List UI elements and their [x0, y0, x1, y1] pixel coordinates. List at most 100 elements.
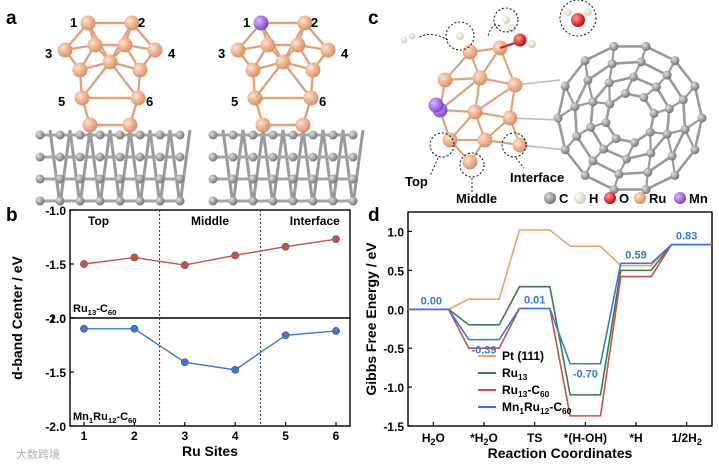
carbon-atom [636, 57, 646, 67]
manganese-atom [253, 15, 269, 31]
data-point [231, 365, 240, 374]
ruthenium-atom [80, 15, 96, 31]
series-line-Ru13 [408, 243, 712, 396]
y-tick-label: 0.5 [387, 264, 404, 278]
motion-arrow [487, 24, 501, 37]
carbon-atom [55, 152, 65, 162]
carbon-atom [308, 152, 318, 162]
carbon-atom [75, 174, 85, 184]
site-number-label: 2 [311, 15, 318, 30]
series-line-Ru13-C60 [408, 243, 712, 417]
site-number-label: 5 [231, 94, 238, 109]
bond [514, 79, 561, 86]
bond [673, 59, 696, 87]
carbon-atom [572, 131, 582, 141]
x-tick-label: 6 [333, 429, 340, 443]
carbon-atom [614, 169, 624, 179]
highlight-circle [459, 152, 485, 178]
bond [673, 149, 696, 177]
y-tick-label: -1.0 [45, 312, 66, 326]
site-number-label: 6 [146, 94, 153, 109]
bond [168, 129, 182, 206]
panel-label-b: b [6, 205, 18, 226]
bond [291, 129, 305, 206]
legend-swatch-ru [634, 192, 646, 204]
bond [509, 117, 561, 121]
carbon-atom [95, 174, 105, 184]
carbon-atom [115, 130, 125, 140]
energy-annotation: -0.39 [471, 345, 496, 357]
x-tick-label: 4 [232, 429, 239, 443]
bond [587, 62, 613, 82]
carbon-atom [667, 151, 677, 161]
ruthenium-atom [477, 132, 493, 148]
carbon-atom [609, 185, 619, 195]
carbon-atom [690, 145, 700, 155]
carbon-atom [248, 196, 258, 206]
carbon-atom [248, 174, 258, 184]
site-number-label: 6 [319, 94, 326, 109]
bond [575, 135, 594, 162]
carbon-atom [268, 196, 278, 206]
data-point [180, 358, 189, 367]
ruthenium-atom [472, 70, 488, 86]
carbon-atom [268, 174, 278, 184]
carbon-atom [248, 152, 258, 162]
carbon-atom [208, 152, 218, 162]
carbon-atom [35, 152, 45, 162]
carbon-atom [609, 41, 619, 51]
bond [138, 129, 152, 206]
bond [88, 129, 102, 206]
ruthenium-atom [247, 90, 263, 106]
highlight-circle [559, 0, 597, 37]
carbon-atom [611, 134, 621, 144]
carbon-atom [55, 196, 65, 206]
carbon-atom [75, 196, 85, 206]
bond [251, 129, 265, 206]
carbon-atom [622, 154, 632, 164]
carbon-atom [208, 130, 218, 140]
carbon-atom [586, 122, 596, 132]
carbon-atom [288, 152, 298, 162]
carbon-atom [690, 81, 700, 91]
x-tick-label: 2 [131, 429, 138, 443]
carbon-atom [35, 174, 45, 184]
data-point [130, 324, 139, 333]
y-tick-label: -2.0 [45, 420, 66, 434]
ruthenium-atom [290, 37, 306, 53]
carbon-atom [580, 170, 590, 180]
legend-label-c: C [559, 191, 569, 206]
manganese-atom [428, 97, 444, 113]
carbon-atom [175, 196, 185, 206]
ruthenium-atom [462, 44, 478, 60]
carbon-atom [95, 152, 105, 162]
carbon-atom [75, 130, 85, 140]
bond [109, 61, 139, 99]
bond [48, 129, 62, 206]
ruthenium-atom [117, 37, 133, 53]
bond [519, 144, 566, 151]
legend-label-ru: Ru [649, 191, 666, 206]
site-number-label: 4 [168, 46, 176, 61]
ruthenium-atom [245, 62, 261, 78]
panel-label-a: a [6, 8, 17, 29]
carbon-atom [155, 130, 165, 140]
carbon-atom [95, 196, 105, 206]
carbon-atom [288, 130, 298, 140]
carbon-atom [662, 129, 672, 139]
bond [573, 79, 590, 108]
highlight-circle [493, 7, 519, 33]
site-label-top: Top [405, 174, 428, 189]
x-axis-title: Reaction Coordinates [488, 445, 633, 461]
bond [341, 129, 355, 206]
hydrogen-atom [528, 40, 536, 48]
carbon-atom [678, 95, 688, 105]
bond [282, 61, 312, 99]
x-tick-label: *(H-OH) [564, 431, 607, 445]
bond [311, 129, 325, 206]
panel-c-structure [400, 0, 707, 195]
bond [693, 117, 704, 151]
hydrogen-atom [508, 24, 516, 32]
carbon-atom [662, 70, 672, 80]
ruthenium-atom [320, 42, 336, 58]
